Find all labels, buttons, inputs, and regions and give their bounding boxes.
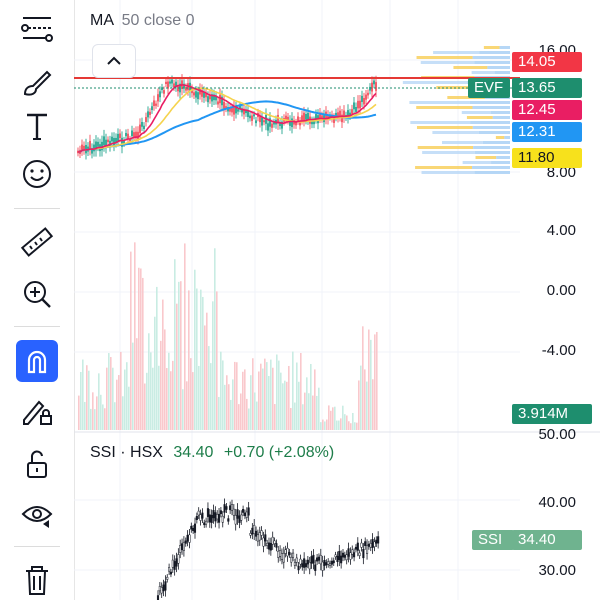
lower-pane-candles	[156, 498, 380, 600]
toolbar-divider	[14, 546, 60, 547]
y-axis-label: 8.00	[546, 164, 576, 181]
trend-line-tool[interactable]	[10, 6, 64, 50]
ma-pink-line	[78, 83, 377, 153]
trash-icon	[26, 566, 48, 595]
lower-price-tag: 34.40	[512, 530, 582, 550]
collapse-legend-button[interactable]	[92, 44, 136, 78]
price-tag-red: 14.05	[512, 52, 582, 72]
lower-price: 34.40	[173, 444, 214, 461]
ruler-tool[interactable]	[10, 220, 64, 264]
text-tool[interactable]	[10, 104, 64, 148]
ruler-tool-icon	[20, 227, 54, 257]
lower-pane-legend[interactable]: SSI · HSX 34.40 +0.70 (+2.08%)	[90, 444, 334, 462]
chevron-up-icon	[107, 56, 121, 65]
lower-symbol-tag: SSI	[472, 530, 514, 550]
volume-bars	[78, 242, 378, 430]
y-axis-label: 30.00	[538, 562, 576, 579]
toolbar-divider	[14, 208, 60, 209]
magnet-tool-icon	[27, 350, 47, 374]
symbol-tag-evf: EVF	[468, 78, 510, 98]
brush-tool-icon	[23, 70, 52, 96]
unlock-tool[interactable]	[10, 442, 64, 486]
unlock-icon	[27, 450, 47, 478]
lock-drawing-tool[interactable]	[10, 390, 64, 434]
trend-line-tool-icon	[21, 17, 53, 42]
lower-symbol: SSI · HSX	[90, 444, 163, 461]
price-tag-blue: 12.31	[512, 122, 582, 142]
lock-drawing-tool-icon	[23, 400, 52, 425]
magnet-tool[interactable]	[10, 340, 64, 384]
zoom-in-tool[interactable]	[10, 272, 64, 316]
eye-visibility-icon	[21, 506, 53, 528]
toolbar-divider	[14, 326, 60, 327]
indicator-legend[interactable]: MA 50 close 0	[90, 12, 195, 30]
delete-tool[interactable]	[10, 558, 64, 602]
visibility-tool[interactable]	[10, 492, 64, 536]
drawing-toolbar	[0, 0, 75, 600]
volume-profile	[402, 46, 510, 174]
volume-tag: 3.914M	[512, 404, 592, 424]
y-axis-label: 4.00	[546, 222, 576, 239]
indicator-name: MA	[90, 12, 114, 29]
y-axis-label: 40.00	[538, 494, 576, 511]
y-axis-label: 50.00	[538, 426, 576, 443]
text-tool-icon	[27, 113, 47, 140]
brush-tool[interactable]	[10, 60, 64, 104]
price-tag-last: 13.65	[512, 78, 582, 98]
lower-change: +0.70 (+2.08%)	[223, 444, 335, 461]
price-tag-pink: 12.45	[512, 100, 582, 120]
indicator-params: 50 close 0	[121, 12, 195, 29]
emoji-tool[interactable]	[10, 152, 64, 196]
price-tag-yellow: 11.80	[512, 148, 582, 168]
ma-blue-line	[78, 100, 377, 153]
emoji-tool-icon	[23, 160, 51, 188]
y-axis-label: 0.00	[546, 282, 576, 299]
y-axis-label: -4.00	[541, 342, 576, 359]
zoom-in-tool-icon	[24, 281, 51, 308]
